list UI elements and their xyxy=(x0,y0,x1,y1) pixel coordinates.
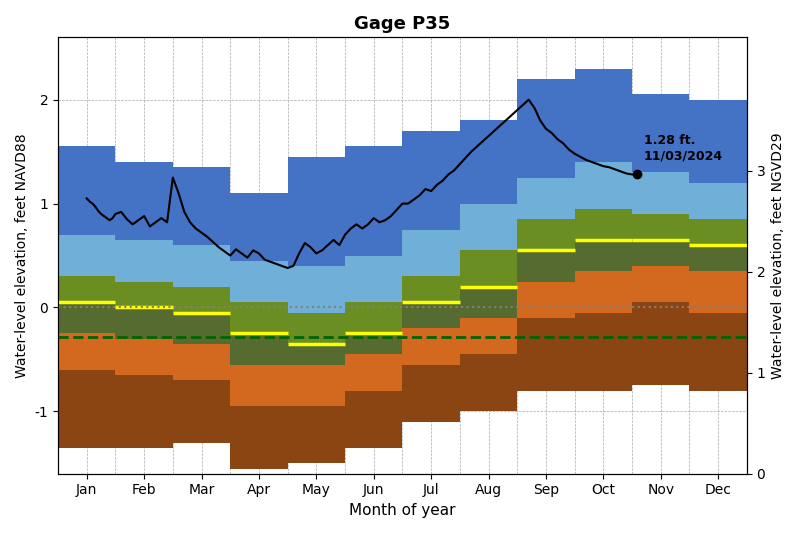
Bar xyxy=(460,287,518,318)
Bar xyxy=(460,120,518,204)
Bar xyxy=(173,167,230,245)
Bar xyxy=(288,365,345,406)
Bar xyxy=(518,281,574,318)
Bar xyxy=(574,271,632,313)
Bar xyxy=(230,261,288,302)
Bar xyxy=(574,69,632,162)
X-axis label: Month of year: Month of year xyxy=(349,503,456,518)
Bar xyxy=(58,334,115,370)
Bar xyxy=(58,147,115,235)
Bar xyxy=(288,313,345,344)
Bar xyxy=(690,245,747,271)
Bar xyxy=(518,251,574,281)
Title: Gage P35: Gage P35 xyxy=(354,15,450,33)
Bar xyxy=(632,266,690,302)
Bar xyxy=(690,183,747,219)
Bar xyxy=(173,380,230,442)
Bar xyxy=(632,172,690,214)
Bar xyxy=(230,365,288,406)
Bar xyxy=(402,365,460,422)
Bar xyxy=(230,406,288,469)
Text: 1.28 ft.
11/03/2024: 1.28 ft. 11/03/2024 xyxy=(643,134,722,162)
Bar xyxy=(345,354,402,391)
Bar xyxy=(58,302,115,334)
Bar xyxy=(690,219,747,245)
Bar xyxy=(115,338,173,375)
Bar xyxy=(574,209,632,240)
Bar xyxy=(288,157,345,266)
Bar xyxy=(58,276,115,302)
Bar xyxy=(345,302,402,334)
Bar xyxy=(402,302,460,328)
Bar xyxy=(230,334,288,365)
Bar xyxy=(632,302,690,385)
Bar xyxy=(690,271,747,313)
Bar xyxy=(58,370,115,448)
Bar xyxy=(632,214,690,240)
Bar xyxy=(115,375,173,448)
Bar xyxy=(518,318,574,391)
Bar xyxy=(115,162,173,240)
Bar xyxy=(115,240,173,281)
Bar xyxy=(402,230,460,276)
Bar xyxy=(460,318,518,354)
Bar xyxy=(173,344,230,380)
Bar xyxy=(115,281,173,308)
Bar xyxy=(574,240,632,271)
Y-axis label: Water-level elevation, feet NAVD88: Water-level elevation, feet NAVD88 xyxy=(15,133,29,378)
Bar xyxy=(173,245,230,287)
Bar xyxy=(230,193,288,261)
Bar xyxy=(58,235,115,276)
Bar xyxy=(632,240,690,266)
Bar xyxy=(518,219,574,251)
Bar xyxy=(288,266,345,313)
Bar xyxy=(402,131,460,230)
Bar xyxy=(460,251,518,287)
Bar xyxy=(518,177,574,219)
Bar xyxy=(632,94,690,172)
Bar xyxy=(460,204,518,251)
Bar xyxy=(115,308,173,338)
Bar xyxy=(460,354,518,411)
Bar xyxy=(288,344,345,365)
Bar xyxy=(402,328,460,365)
Bar xyxy=(173,287,230,313)
Bar xyxy=(345,334,402,354)
Bar xyxy=(345,255,402,302)
Bar xyxy=(345,147,402,255)
Bar xyxy=(288,406,345,463)
Bar xyxy=(518,79,574,177)
Bar xyxy=(402,276,460,302)
Bar xyxy=(345,391,402,448)
Bar xyxy=(574,162,632,209)
Bar xyxy=(690,313,747,391)
Bar xyxy=(230,302,288,334)
Y-axis label: Water-level elevation, feet NGVD29: Water-level elevation, feet NGVD29 xyxy=(771,132,785,379)
Bar xyxy=(690,100,747,183)
Bar xyxy=(574,313,632,391)
Bar xyxy=(173,313,230,344)
